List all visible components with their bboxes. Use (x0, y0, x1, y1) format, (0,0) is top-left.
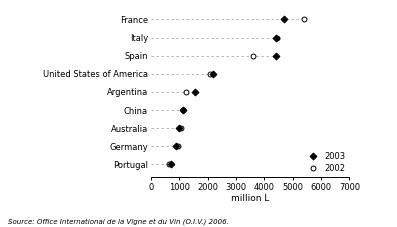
Text: Source: Office International de la Vigne et du Vin (O.I.V.) 2006.: Source: Office International de la Vigne… (8, 218, 229, 225)
Legend: 2003, 2002: 2003, 2002 (305, 152, 345, 173)
X-axis label: million L: million L (231, 194, 269, 203)
